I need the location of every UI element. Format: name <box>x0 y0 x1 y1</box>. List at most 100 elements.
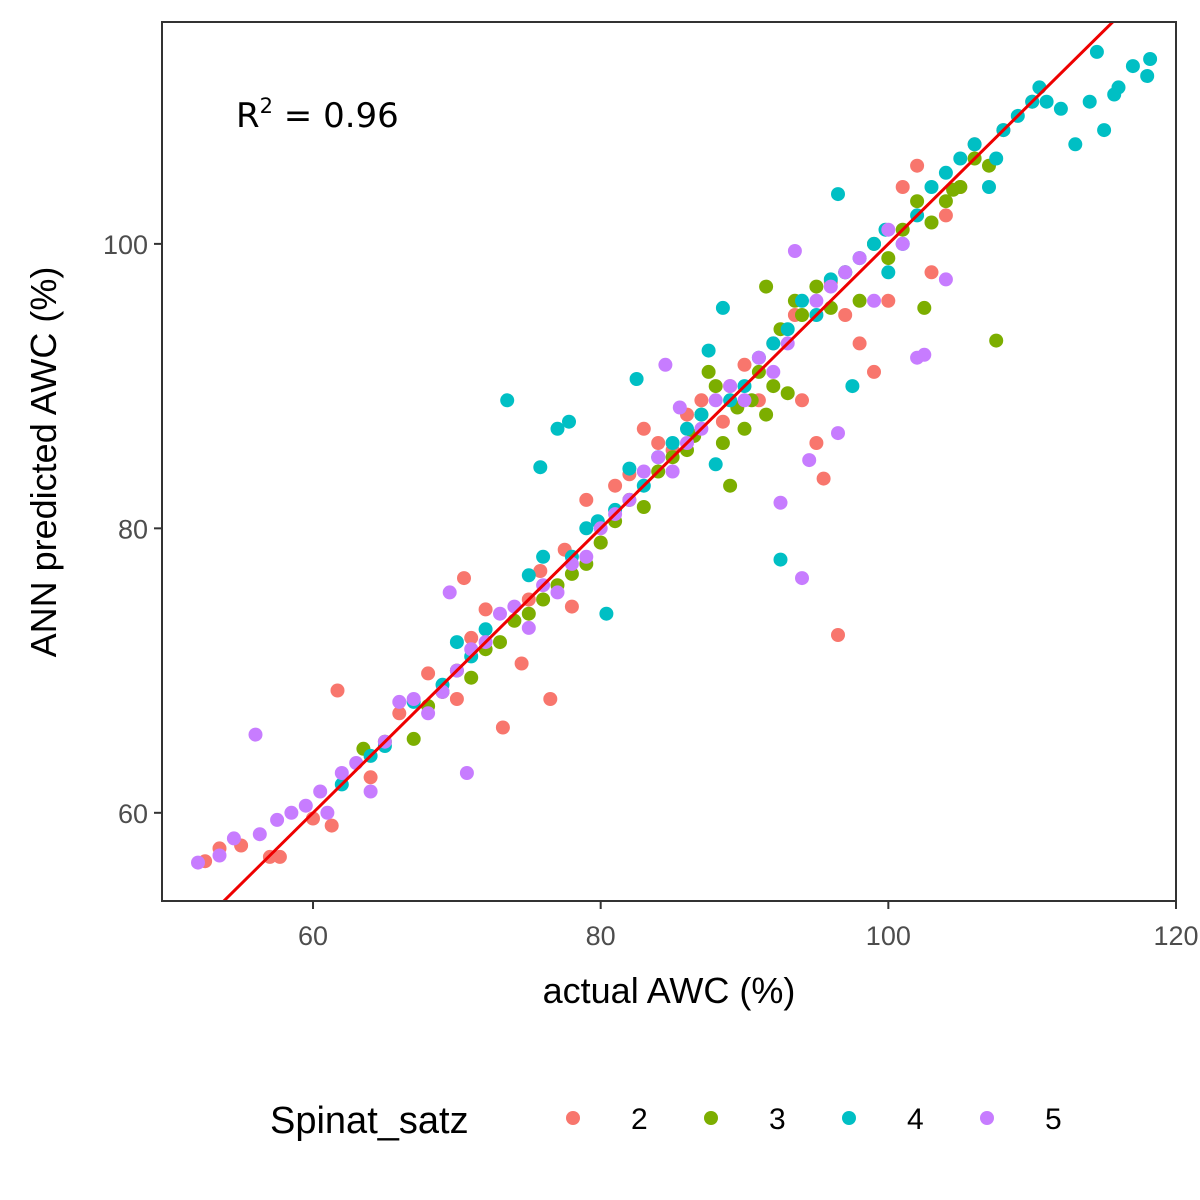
data-point-series-5 <box>313 784 328 799</box>
data-point-series-4 <box>773 552 788 567</box>
data-point-series-4 <box>500 393 515 408</box>
data-point-series-3 <box>795 308 809 322</box>
data-point-series-5 <box>636 464 651 479</box>
data-point-series-5 <box>248 727 263 742</box>
data-point-series-2 <box>533 564 548 578</box>
data-point-series-5 <box>421 706 436 721</box>
data-point-series-5 <box>507 599 522 614</box>
reference-line-layer <box>221 22 1115 901</box>
data-point-series-5 <box>658 357 673 372</box>
data-point-series-3 <box>723 478 738 493</box>
data-point-series-5 <box>795 571 809 586</box>
data-point-series-5 <box>823 279 838 294</box>
data-point-series-3 <box>780 386 795 401</box>
x-tick-label: 60 <box>298 921 328 951</box>
data-point-series-3 <box>766 379 781 394</box>
data-point-series-4 <box>1032 80 1047 95</box>
data-point-series-4 <box>1082 94 1097 109</box>
data-point-series-3 <box>701 364 716 379</box>
y-axis: 60 80 100 <box>103 230 162 829</box>
data-point-series-2 <box>715 414 730 429</box>
data-point-series-5 <box>442 585 457 600</box>
data-point-series-5 <box>191 855 205 870</box>
data-point-series-5 <box>831 426 845 441</box>
data-point-series-2 <box>938 208 953 223</box>
data-point-series-4 <box>1143 52 1158 66</box>
data-point-series-3 <box>493 635 507 650</box>
data-point-series-5 <box>895 236 910 251</box>
data-point-series-3 <box>737 421 752 436</box>
y-axis-title: ANN predicted AWC (%) <box>23 267 64 658</box>
data-point-series-5 <box>226 831 241 846</box>
data-point-series-4 <box>550 421 565 436</box>
data-point-series-4 <box>1097 123 1112 138</box>
data-point-series-4 <box>622 461 637 476</box>
data-point-series-4 <box>881 265 896 280</box>
data-point-series-2 <box>651 436 666 450</box>
data-point-series-3 <box>938 194 953 209</box>
data-point-series-5 <box>363 784 378 799</box>
data-point-series-2 <box>579 492 594 507</box>
data-point-series-3 <box>759 279 774 294</box>
data-point-series-4 <box>831 187 845 202</box>
data-point-series-3 <box>759 407 774 422</box>
plot-panel-border <box>161 21 1177 902</box>
data-point-series-2 <box>838 308 853 322</box>
data-point-series-2 <box>457 571 471 586</box>
data-point-series-5 <box>493 606 507 621</box>
data-point-series-5 <box>320 805 335 820</box>
data-point-series-5 <box>751 350 766 365</box>
data-point-series-4 <box>967 137 982 152</box>
data-point-series-5 <box>809 293 824 308</box>
data-point-series-5 <box>787 244 802 258</box>
data-point-series-3 <box>406 731 421 746</box>
annotation-value: = 0.96 <box>273 96 399 136</box>
data-point-series-5 <box>917 347 932 362</box>
data-point-series-4 <box>924 180 939 194</box>
data-point-series-3 <box>823 300 838 315</box>
data-point-series-5 <box>406 692 421 706</box>
data-point-series-2 <box>737 357 752 372</box>
data-point-series-4 <box>521 568 536 583</box>
data-point-series-3 <box>852 293 867 308</box>
data-point-series-3 <box>910 194 925 209</box>
data-point-series-2 <box>392 706 407 721</box>
data-point-series-4 <box>708 457 723 472</box>
y-tick-label: 80 <box>118 514 148 544</box>
data-point-series-2 <box>495 720 510 735</box>
data-point-series-3 <box>708 379 723 394</box>
data-point-series-3 <box>536 592 551 607</box>
data-point-series-2 <box>816 471 831 486</box>
data-point-series-5 <box>852 251 867 266</box>
data-point-series-2 <box>449 692 464 706</box>
data-point-series-4 <box>953 151 968 166</box>
data-point-series-2 <box>272 849 287 864</box>
data-point-series-5 <box>802 453 817 468</box>
data-point-series-5 <box>459 766 474 780</box>
data-point-series-2 <box>694 393 709 408</box>
data-point-series-4 <box>665 436 680 450</box>
data-point-series-5 <box>773 495 788 510</box>
data-point-series-5 <box>349 756 364 770</box>
data-point-series-5 <box>672 400 687 415</box>
data-point-series-4 <box>867 236 881 251</box>
legend-label-2: 2 <box>631 1103 648 1136</box>
data-point-series-5 <box>252 827 267 842</box>
data-point-series-4 <box>1111 80 1126 95</box>
data-point-series-4 <box>845 379 860 394</box>
data-point-series-3 <box>715 436 730 450</box>
data-point-series-5 <box>881 222 896 237</box>
y-tick-label: 100 <box>103 230 148 260</box>
data-point-series-3 <box>593 535 608 550</box>
annotation-base: R <box>236 96 260 136</box>
y-tick-label: 60 <box>118 799 148 829</box>
legend: Spinat_satz 2 3 4 5 <box>270 1100 1062 1142</box>
data-point-series-5 <box>284 805 299 820</box>
data-point-series-3 <box>953 180 968 194</box>
data-point-series-3 <box>989 333 1004 348</box>
data-point-series-3 <box>924 215 939 230</box>
data-point-series-4 <box>680 421 694 436</box>
data-point-series-2 <box>543 692 558 706</box>
data-point-series-5 <box>435 684 450 699</box>
